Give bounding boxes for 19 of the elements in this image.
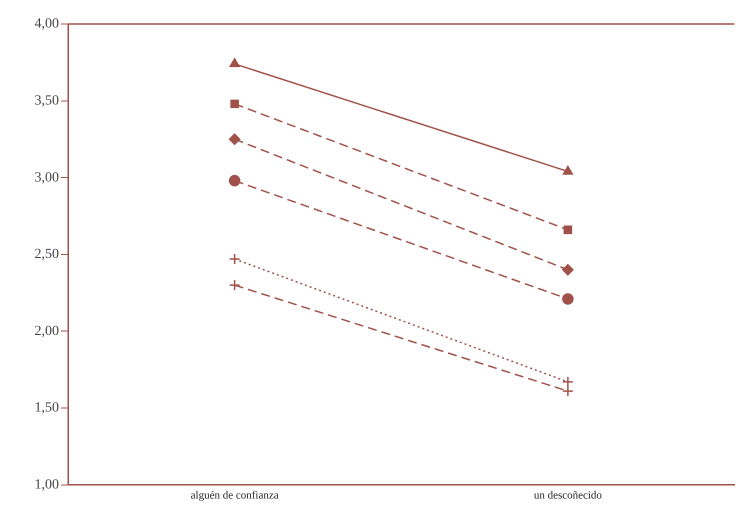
point: [228, 253, 240, 265]
y-tick-label: 3,00: [34, 170, 59, 186]
y-tick-label: 3,50: [34, 93, 59, 108]
point: [562, 293, 574, 305]
y-tick-label: 4,00: [34, 16, 59, 32]
point: [228, 133, 240, 145]
point: [230, 100, 239, 108]
y-tick-label: 2,50: [34, 247, 59, 262]
point: [228, 279, 240, 291]
y-tick-label: 2,00: [34, 324, 59, 339]
point: [562, 376, 574, 388]
point: [228, 174, 240, 186]
y-tick-label: 1,00: [34, 477, 59, 492]
point: [562, 264, 574, 276]
x-tick-label: un descoñecido: [534, 489, 602, 502]
point: [562, 385, 574, 397]
x-tick-label: alguén de confianza: [190, 489, 279, 502]
point: [564, 226, 572, 234]
y-tick-label: 1,50: [34, 400, 59, 416]
